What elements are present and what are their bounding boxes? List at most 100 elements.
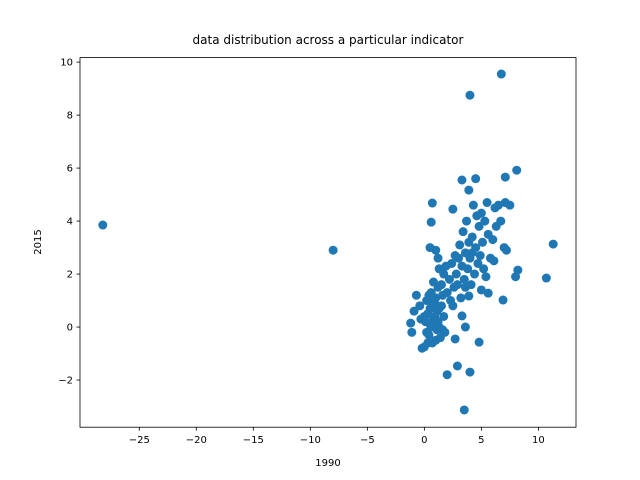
point	[455, 240, 465, 250]
x-axis-label: 1990	[315, 458, 340, 469]
point	[460, 282, 470, 292]
y-axis-label: 2015	[33, 229, 44, 254]
point	[500, 198, 510, 208]
point	[427, 198, 437, 208]
point	[467, 248, 477, 258]
point	[488, 235, 498, 245]
point	[433, 253, 443, 263]
point	[448, 204, 458, 214]
point	[452, 361, 462, 371]
point	[434, 304, 444, 314]
point	[451, 269, 461, 279]
point	[478, 237, 488, 247]
point	[473, 258, 483, 268]
point	[441, 261, 451, 271]
point	[476, 208, 486, 218]
x-tick-label: 5	[478, 435, 484, 446]
point	[450, 334, 460, 344]
point	[471, 174, 481, 184]
y-tick-label: 10	[60, 58, 73, 69]
point	[444, 274, 454, 284]
x-tick-label: −15	[243, 435, 264, 446]
point	[458, 227, 468, 237]
x-tick-label: 10	[532, 435, 545, 446]
point	[464, 185, 474, 195]
y-tick-label: 0	[67, 323, 73, 334]
y-tick-label: 4	[67, 217, 73, 228]
point	[464, 291, 474, 301]
point	[474, 337, 484, 347]
point	[442, 288, 452, 298]
point	[496, 216, 506, 226]
point	[411, 290, 421, 300]
point	[465, 90, 475, 100]
point	[496, 69, 506, 79]
plot-frame	[79, 57, 577, 428]
point	[476, 285, 486, 295]
point	[489, 256, 499, 266]
point	[493, 200, 503, 210]
y-tick-label: 8	[67, 111, 73, 122]
point	[460, 322, 470, 332]
point	[452, 280, 462, 290]
point	[457, 175, 467, 185]
point	[474, 221, 484, 231]
point	[423, 338, 433, 348]
point	[456, 293, 466, 303]
point	[446, 296, 456, 306]
point	[541, 273, 551, 283]
point	[328, 245, 338, 255]
point	[470, 269, 480, 279]
point	[431, 245, 441, 255]
x-tick-label: −20	[186, 435, 207, 446]
point	[548, 239, 558, 249]
point	[500, 172, 510, 182]
point	[409, 306, 419, 316]
y-tick-label: 2	[67, 270, 73, 281]
point	[433, 317, 443, 327]
x-tick-label: −10	[300, 435, 321, 446]
point	[426, 217, 436, 227]
point	[512, 165, 522, 175]
point	[439, 311, 449, 321]
point	[468, 200, 478, 210]
point	[450, 251, 460, 261]
x-tick-label: 0	[421, 435, 427, 446]
point	[459, 405, 469, 415]
point	[457, 311, 467, 321]
point	[463, 264, 473, 274]
point	[482, 198, 492, 208]
x-tick-label: −25	[129, 435, 150, 446]
point	[422, 327, 432, 337]
point	[436, 280, 446, 290]
point	[428, 277, 438, 287]
point	[467, 232, 477, 242]
point	[465, 367, 475, 377]
point	[427, 298, 437, 308]
point	[432, 325, 442, 335]
point	[415, 301, 425, 311]
point	[459, 274, 469, 284]
x-tick-label: −5	[360, 435, 375, 446]
point	[424, 290, 434, 300]
y-tick-label: −2	[58, 376, 73, 387]
point	[501, 245, 511, 255]
point	[442, 370, 452, 380]
point	[439, 269, 449, 279]
point	[498, 295, 508, 305]
point	[483, 288, 493, 298]
point	[479, 264, 489, 274]
point	[416, 314, 426, 324]
point	[480, 216, 490, 226]
point	[481, 272, 491, 282]
y-tick-label: 6	[67, 164, 73, 175]
point	[462, 216, 472, 226]
point	[475, 251, 485, 261]
point	[98, 220, 108, 230]
point	[406, 318, 416, 328]
point	[511, 272, 521, 282]
chart-title: data distribution across a particular in…	[193, 33, 464, 47]
